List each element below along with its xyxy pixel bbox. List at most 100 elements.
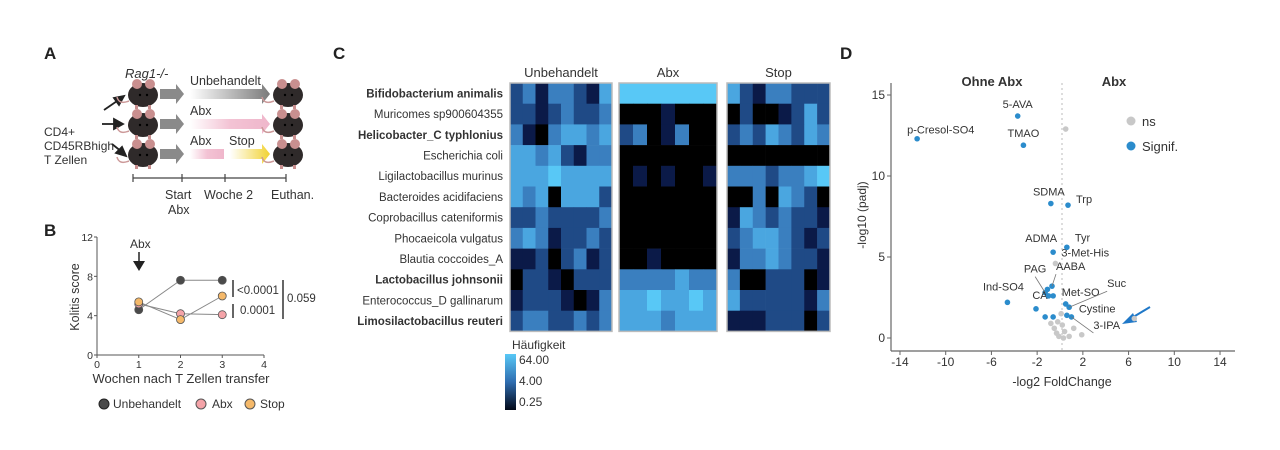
x-tick-label: 1	[136, 359, 142, 371]
x-tick-label: 0	[94, 359, 100, 371]
legend-signif: Signif.	[1142, 139, 1178, 154]
heatmap-cell	[804, 207, 818, 229]
heatmap-cell	[765, 207, 779, 229]
transfer-arrows	[160, 84, 184, 164]
point-label: ADMA	[1025, 233, 1057, 245]
heatmap-cell	[727, 165, 741, 187]
heatmap-cell	[752, 83, 766, 104]
strain-label: Rag1-/-	[125, 66, 169, 81]
label-leader	[1071, 316, 1094, 334]
colorbar-tick-low: 0.25	[519, 395, 543, 409]
heatmap-cell	[633, 145, 648, 167]
heatmap-cell	[739, 248, 754, 270]
data-point	[1060, 335, 1067, 341]
timeline	[132, 174, 287, 182]
heatmap-cell	[804, 310, 818, 332]
heatmap-cell	[727, 103, 741, 125]
species-label: Muricomes sp900604355	[374, 109, 503, 121]
pvalue-2: 0.0001	[240, 305, 275, 317]
volcano-plot: Ohne Abx Abx -log10 (padj) -log2 FoldCha…	[855, 74, 1235, 389]
heatmap-cell	[561, 124, 575, 146]
group-header: Unbehandelt	[524, 65, 598, 80]
heatmap-cell	[752, 248, 766, 270]
species-label: Lactobacillus johnsonii	[375, 275, 503, 287]
point-label: Suc	[1107, 278, 1126, 290]
point-ind-so4	[1004, 299, 1011, 306]
heatmap-cell	[619, 269, 634, 291]
point-trp	[1065, 202, 1071, 208]
heatmap-cell	[675, 145, 690, 167]
heatmap-cell	[535, 165, 549, 187]
point-label: Tyr	[1075, 232, 1091, 244]
panel-label-b: B	[44, 221, 56, 240]
heatmap-cell	[535, 83, 549, 104]
data-point-stop	[176, 315, 185, 325]
heatmap-cell	[586, 124, 600, 146]
heatmap-cell	[791, 269, 805, 291]
x-tick-label: 2	[178, 359, 184, 371]
heatmap-cell	[548, 310, 562, 332]
group-label-abx: Abx	[190, 104, 212, 118]
heatmap-cell	[561, 145, 575, 167]
heatmap-cell	[647, 165, 662, 187]
heatmap-cell	[599, 248, 613, 270]
heatmap-cell	[804, 248, 818, 270]
data-point-unbehandelt	[217, 275, 227, 285]
abx-annotation: Abx	[130, 237, 151, 251]
heatmap-cell	[675, 227, 690, 249]
heatmap-cell	[535, 290, 549, 311]
heatmap-cell	[573, 145, 587, 167]
heatmap-cell	[689, 248, 704, 270]
data-point	[1042, 314, 1048, 320]
data-point	[1050, 314, 1056, 320]
heatmap-cell	[661, 207, 676, 229]
point-label: 5-AVA	[1003, 99, 1034, 111]
data-point	[1062, 126, 1069, 132]
heatmap-cell	[586, 103, 600, 125]
data-point	[1058, 310, 1064, 317]
heatmap-cell	[599, 103, 613, 125]
data-point-abx	[217, 310, 227, 320]
heatmap-cell	[599, 145, 613, 167]
heatmap-cell	[561, 290, 575, 311]
heatmap-cell	[689, 310, 704, 332]
side-label-left: Ohne Abx	[962, 74, 1024, 89]
point-label: Trp	[1076, 194, 1092, 206]
heatmap-cell	[633, 269, 648, 291]
data-point	[1044, 286, 1051, 293]
species-label: Coprobacillus cateniformis	[368, 213, 503, 225]
heatmap-cell	[561, 165, 575, 187]
timeline-start: Start	[165, 188, 192, 202]
heatmap-cell	[573, 124, 587, 146]
heatmap-cell	[778, 207, 792, 229]
heatmap-cell	[548, 269, 562, 291]
heatmap-cell	[561, 186, 575, 208]
heatmap-cell	[535, 186, 549, 208]
heatmap-cell	[573, 103, 587, 125]
heatmap-cell	[703, 227, 718, 249]
y-tick-label: 0	[87, 350, 93, 362]
species-label: Ligilactobacillus murinus	[378, 171, 503, 183]
heatmap-cell	[561, 103, 575, 125]
heatmap-cell	[619, 83, 634, 104]
heatmap-cell	[689, 227, 704, 249]
heatmap-cell	[675, 186, 690, 208]
heatmap-cell	[778, 145, 792, 167]
heatmap-cell	[619, 227, 634, 249]
legend: Unbehandelt Abx Stop	[98, 397, 285, 411]
heatmap-cell	[703, 310, 718, 332]
y-tick-label: 15	[872, 88, 886, 102]
heatmap-cell	[535, 103, 549, 125]
heatmap-cell	[633, 186, 648, 208]
heatmap-cell	[791, 103, 805, 125]
data-point	[1050, 293, 1056, 299]
heatmap-cell	[791, 310, 805, 332]
heatmap-cell	[727, 310, 741, 332]
heatmap-cell	[522, 269, 536, 291]
heatmap-cell	[573, 83, 587, 104]
heatmap-cell	[647, 227, 662, 249]
heatmap-cell	[675, 207, 690, 229]
heatmap-cell	[817, 124, 831, 146]
heatmap-cell	[804, 124, 818, 146]
